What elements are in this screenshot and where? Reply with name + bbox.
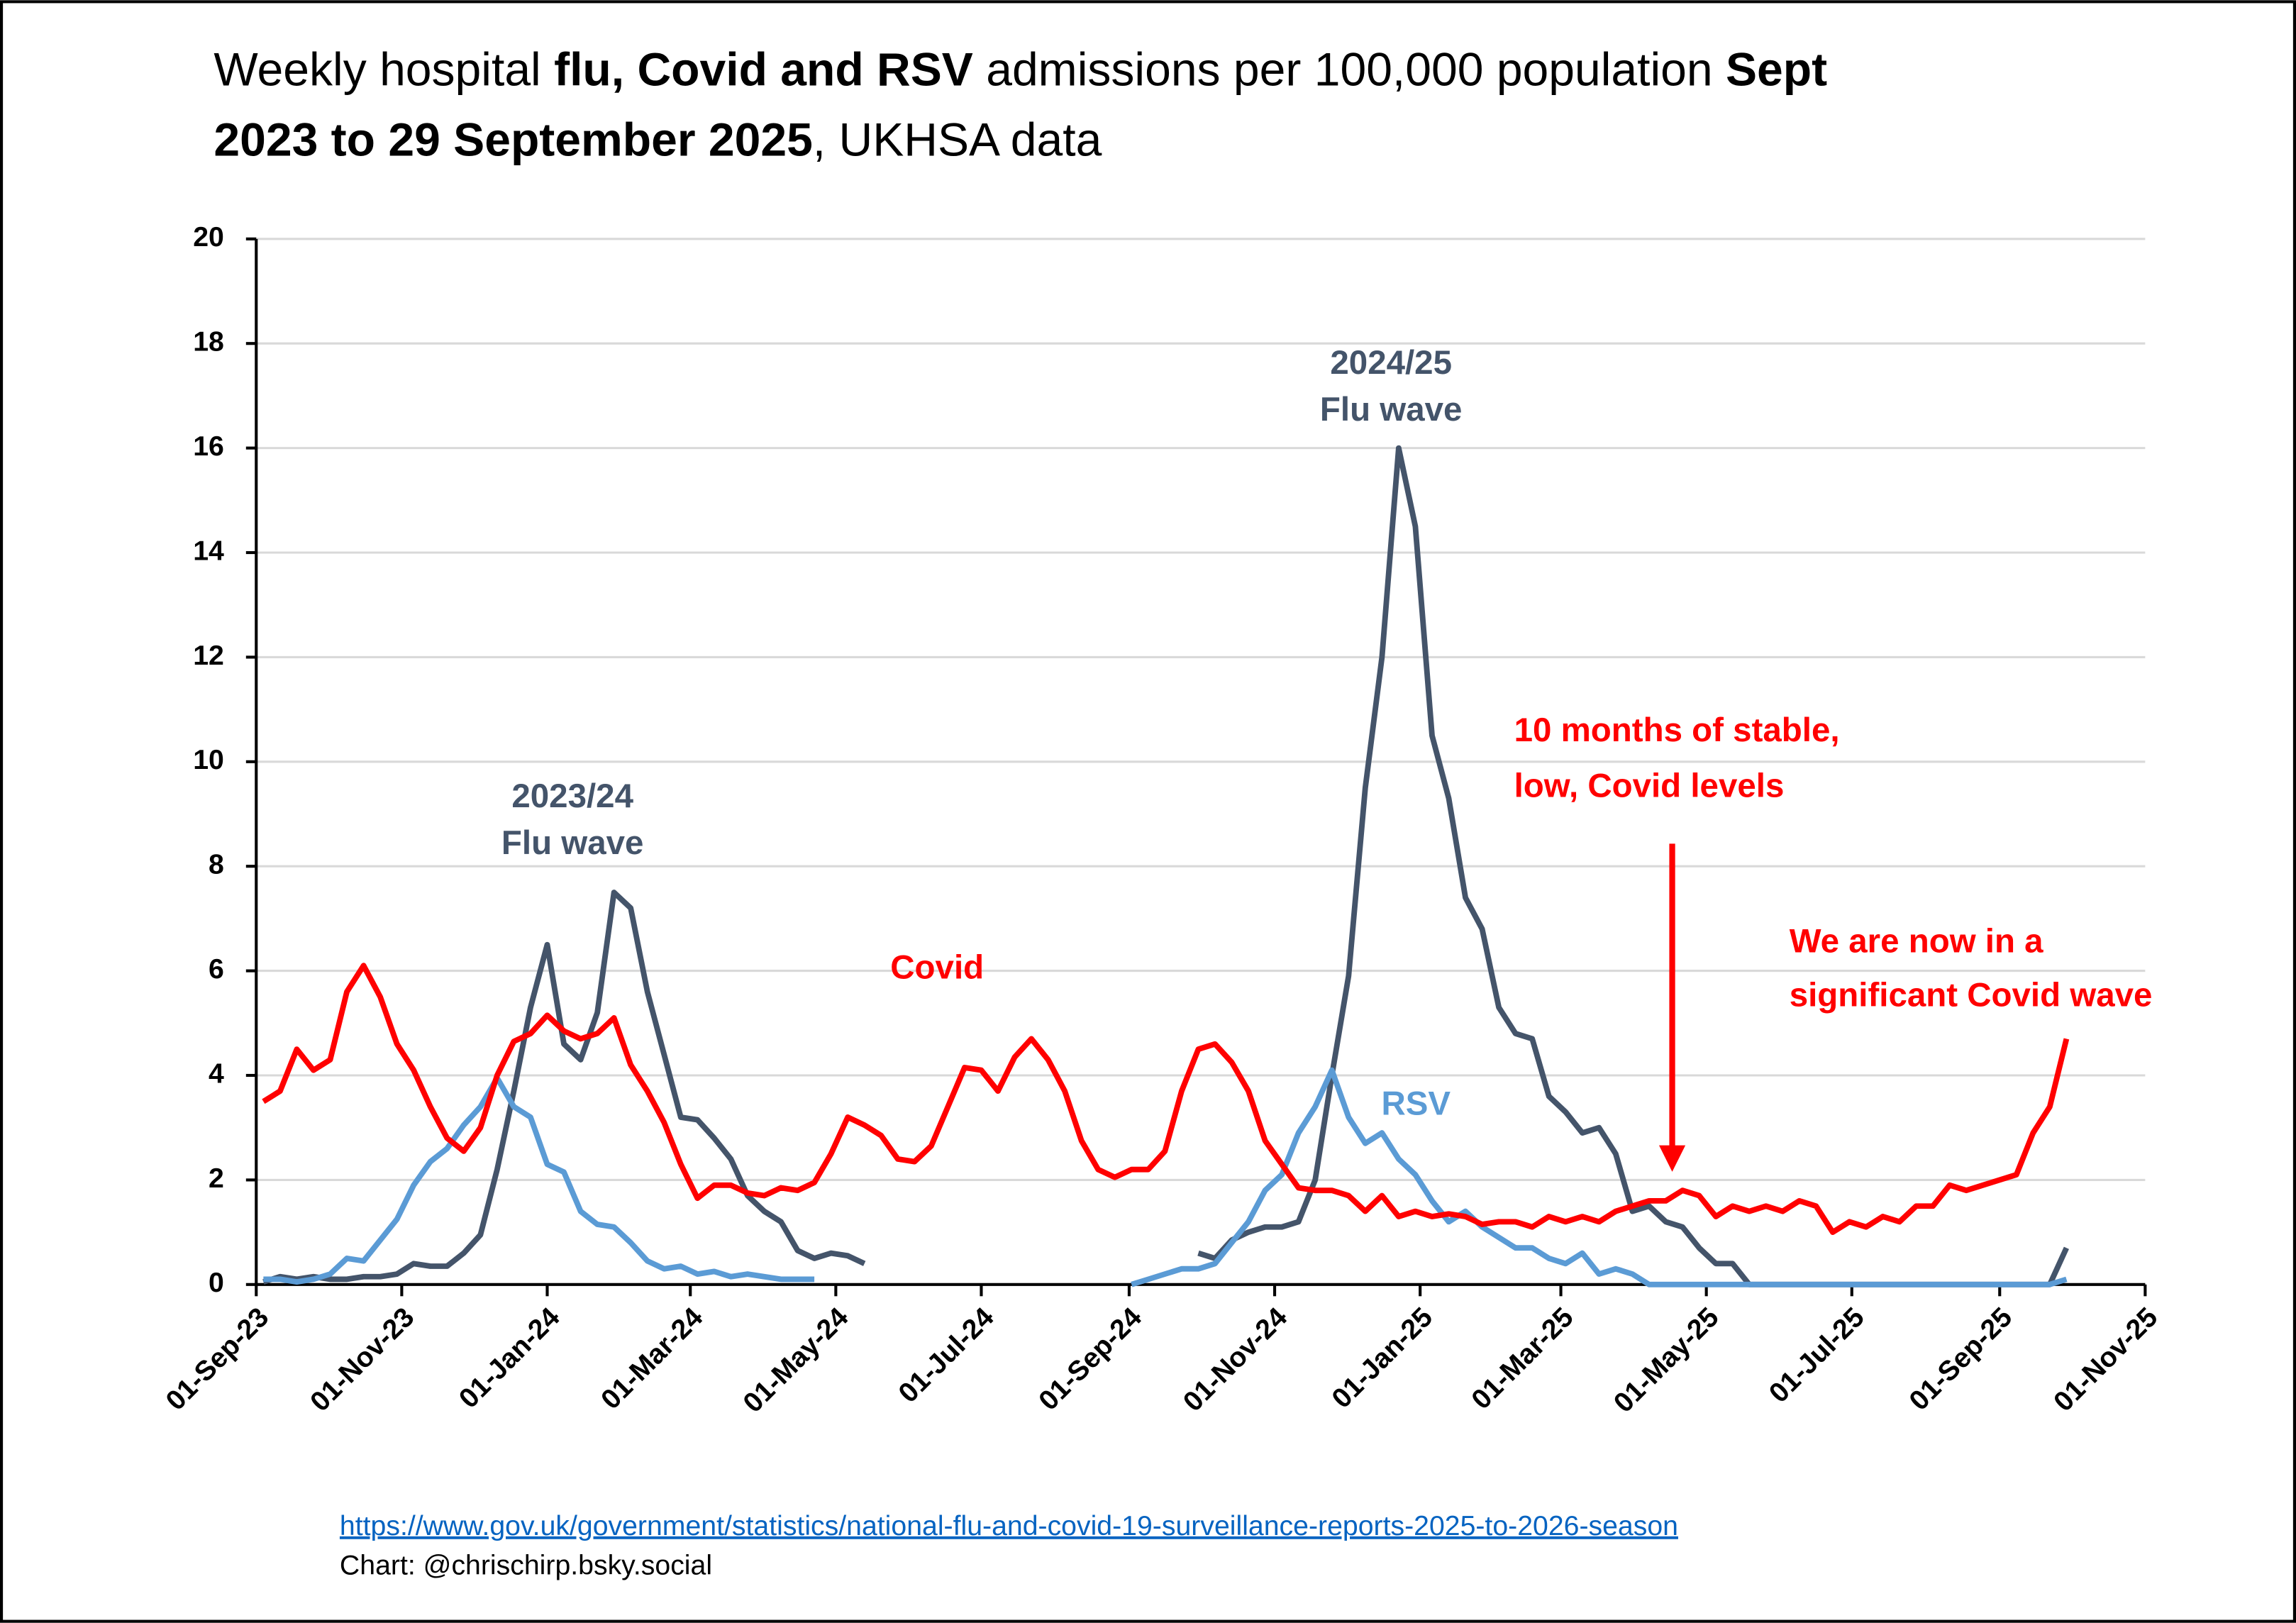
credit: Chart: @chrischirp.bsky.social	[340, 1550, 712, 1581]
y-tick-label: 12	[193, 640, 224, 671]
annotation: significant Covid wave	[1790, 977, 2153, 1014]
y-tick-label: 4	[209, 1058, 224, 1089]
series-line	[262, 963, 2070, 1236]
y-tick-label: 20	[193, 221, 224, 253]
annotation: Flu wave	[1320, 391, 1463, 428]
y-tick-label: 14	[193, 535, 224, 566]
title-part: , UKHSA data	[813, 113, 1102, 166]
title-part: 2023 to 29 September 2025	[213, 113, 812, 166]
chart-title: Weekly hospital flu, Covid and RSV admis…	[213, 43, 1827, 96]
y-tick-label: 16	[193, 431, 224, 462]
annotation-arrowhead	[1658, 1145, 1686, 1172]
y-tick-label: 18	[193, 326, 224, 358]
annotation: Flu wave	[501, 824, 643, 862]
annotation: 10 months of stable,	[1514, 711, 1840, 749]
title-part: Sept	[1726, 43, 1827, 96]
title-part: admissions per 100,000 population	[973, 43, 1726, 96]
y-tick-label: 2	[209, 1163, 224, 1194]
y-tick-label: 8	[209, 849, 224, 880]
title-part: Weekly hospital	[213, 43, 554, 96]
annotation: Covid	[890, 949, 984, 987]
series-line	[263, 1067, 2068, 1287]
annotation: RSV	[1381, 1085, 1451, 1122]
annotation: 2023/24	[511, 777, 633, 815]
source-link[interactable]: https://www.gov.uk/government/statistics…	[340, 1510, 1678, 1541]
title-part: flu, Covid and RSV	[554, 43, 973, 96]
y-tick-label: 10	[193, 744, 224, 775]
chart-title: 2023 to 29 September 2025, UKHSA data	[213, 113, 1102, 166]
annotation: 2024/25	[1330, 344, 1452, 382]
annotation: low, Covid levels	[1514, 768, 1785, 805]
y-tick-label: 6	[209, 953, 224, 985]
y-tick-label: 0	[209, 1267, 224, 1298]
annotation: We are now in a	[1790, 922, 2043, 960]
